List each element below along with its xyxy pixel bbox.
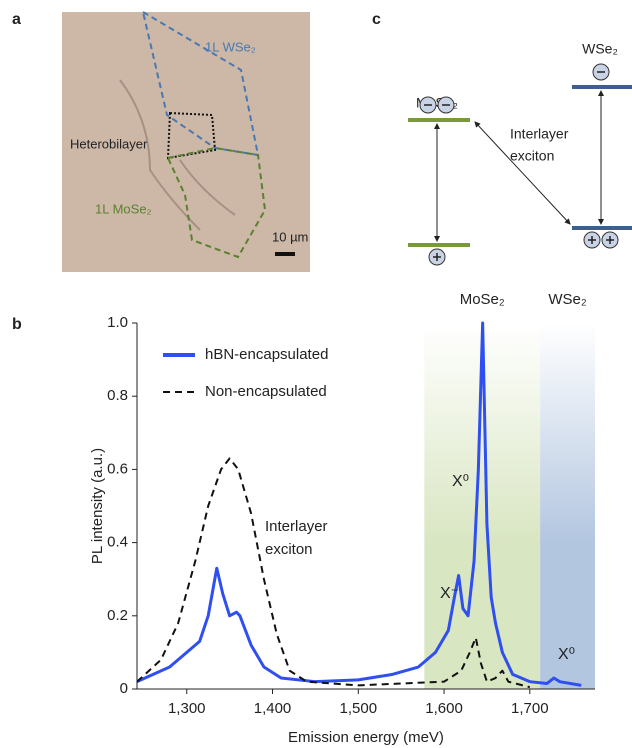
x-tick-label: 1,400 (254, 700, 292, 717)
annotation: X⁰ (452, 473, 469, 490)
panel-label: b (12, 316, 22, 333)
chart: b MoSe₂ WSe₂ 0 0.2 0.4 0.6 0.8 1.0 1,300 1,400 1,50… (12, 291, 595, 746)
series-line (136, 457, 531, 689)
flake-edges (119, 79, 236, 231)
y-axis-title: PL intensity (a.u.) (89, 448, 106, 564)
hetero-outline (166, 111, 217, 160)
series-line (136, 321, 582, 687)
scale-bar (275, 252, 295, 256)
x-axis-title: Emission energy (meV) (288, 729, 444, 746)
scale-bar-label: 10 µm (272, 229, 308, 244)
x-tick-label: 1,500 (340, 700, 378, 717)
panel-label: a (12, 11, 21, 28)
wse2-label: 1L WSe₂ (205, 39, 256, 54)
legend-label: Non-encapsulated (205, 383, 327, 400)
annotation: Interlayer (265, 518, 328, 535)
arrows (434, 90, 604, 242)
legend-label: hBN-encapsulated (205, 346, 328, 363)
y-tick-label: 1.0 (107, 314, 128, 331)
region-label: MoSe₂ (460, 291, 505, 308)
x-tick-label: 1,300 (168, 700, 206, 717)
annotation: exciton (265, 541, 313, 558)
hetero-label: Heterobilayer (70, 136, 148, 151)
y-tick-label: 0 (120, 680, 128, 697)
annotation: X⁰ (558, 646, 575, 663)
mose2-outline (166, 146, 267, 259)
y-tick-label: 0.2 (107, 607, 128, 624)
y-tick-label: 0.6 (107, 460, 128, 477)
mose2-label: 1L MoSe₂ (95, 201, 152, 216)
carriers (419, 63, 619, 266)
region (540, 323, 595, 689)
carrier-signs (424, 71, 614, 261)
wse2-title: WSe₂ (582, 41, 618, 57)
levels (408, 85, 632, 247)
y-tick-label: 0.4 (107, 534, 128, 551)
x-tick-label: 1,700 (511, 700, 549, 717)
exciton-label: Interlayer (510, 126, 569, 142)
x-tick-label: 1,600 (425, 700, 463, 717)
exciton-label: exciton (510, 148, 554, 164)
panel-label: c (372, 11, 381, 28)
wse2-outline (141, 9, 260, 157)
y-tick-label: 0.8 (107, 387, 128, 404)
micrograph (62, 12, 310, 272)
annotation: X⁻ (440, 585, 459, 602)
region-label: WSe₂ (548, 291, 587, 308)
